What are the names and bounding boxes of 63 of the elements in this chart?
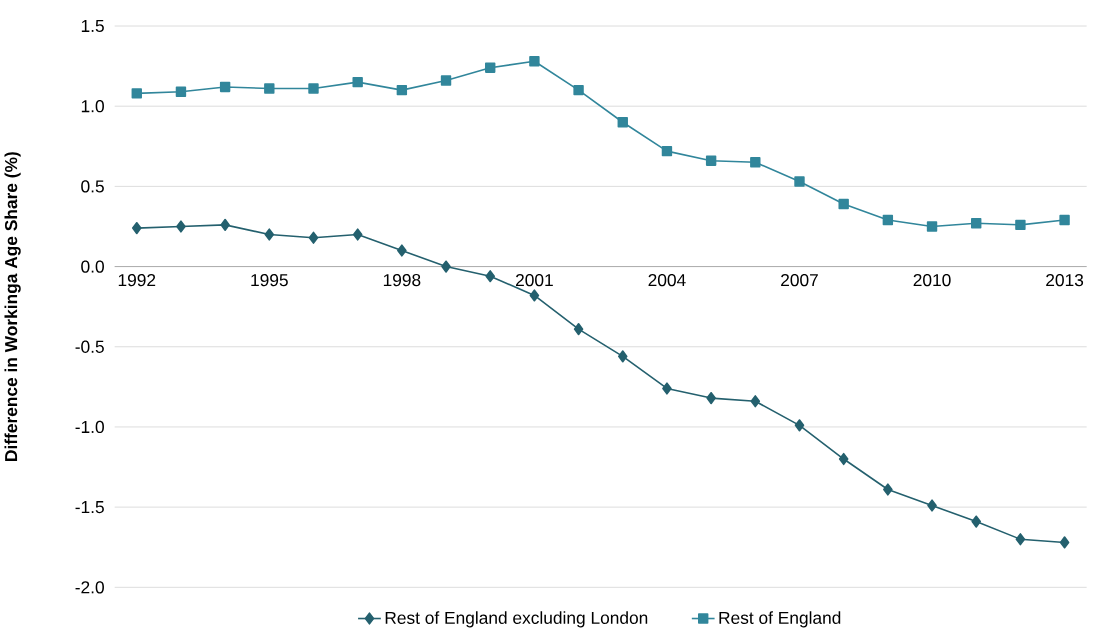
point <box>617 350 628 363</box>
point <box>838 452 849 465</box>
x-tick-label: 2004 <box>648 273 686 287</box>
point <box>706 391 716 405</box>
y-tick-label: -0.5 <box>75 340 104 353</box>
point <box>971 515 982 528</box>
legend-label: Rest of England excluding London <box>385 611 648 628</box>
y-tick-label: 1.5 <box>81 19 104 32</box>
point <box>440 75 452 86</box>
y-tick-label: 0.0 <box>81 260 104 273</box>
point <box>883 483 893 496</box>
y-axis-title: Difference in Workinga Age Share (%) <box>4 151 21 461</box>
x-tick-label: 1998 <box>383 273 421 287</box>
point <box>264 228 275 241</box>
point <box>352 76 363 88</box>
point <box>220 218 230 231</box>
point <box>750 156 761 168</box>
point <box>308 231 319 244</box>
point <box>308 83 319 94</box>
point <box>573 322 584 336</box>
point <box>838 198 849 210</box>
point <box>1015 219 1026 230</box>
point <box>396 84 408 96</box>
point <box>397 244 407 257</box>
y-tick-label: 0.5 <box>81 180 104 193</box>
point <box>1059 214 1070 226</box>
point <box>529 55 540 67</box>
point <box>573 84 584 96</box>
point <box>794 419 805 432</box>
point <box>927 499 937 512</box>
point <box>485 269 496 283</box>
point <box>131 88 142 99</box>
y-tick-label: -2.0 <box>75 581 104 594</box>
x-tick-label: 1995 <box>251 273 288 287</box>
point <box>352 228 363 241</box>
x-tick-label: 2007 <box>781 273 818 287</box>
point <box>441 260 451 273</box>
point <box>176 220 186 233</box>
point <box>264 83 275 94</box>
point <box>529 289 540 302</box>
point <box>661 145 673 157</box>
point <box>882 214 894 226</box>
x-tick-label: 2001 <box>516 273 553 287</box>
point <box>1015 532 1026 546</box>
x-tick-label: 1992 <box>118 273 156 287</box>
point <box>485 62 496 73</box>
point <box>175 86 187 97</box>
x-tick-label: 2013 <box>1046 273 1084 287</box>
legend-label: Rest of England <box>719 611 841 628</box>
point <box>705 155 717 166</box>
point <box>750 395 761 408</box>
point <box>662 382 672 395</box>
point <box>1059 536 1070 549</box>
y-tick-label: 1.0 <box>81 99 104 113</box>
point <box>219 81 231 92</box>
x-tick-label: 2010 <box>913 273 951 287</box>
point <box>131 221 142 235</box>
y-tick-label: -1.5 <box>75 500 104 514</box>
point <box>794 176 805 187</box>
y-tick-label: -1.0 <box>75 420 104 433</box>
point <box>617 116 628 128</box>
point <box>926 221 938 232</box>
point <box>971 217 982 229</box>
